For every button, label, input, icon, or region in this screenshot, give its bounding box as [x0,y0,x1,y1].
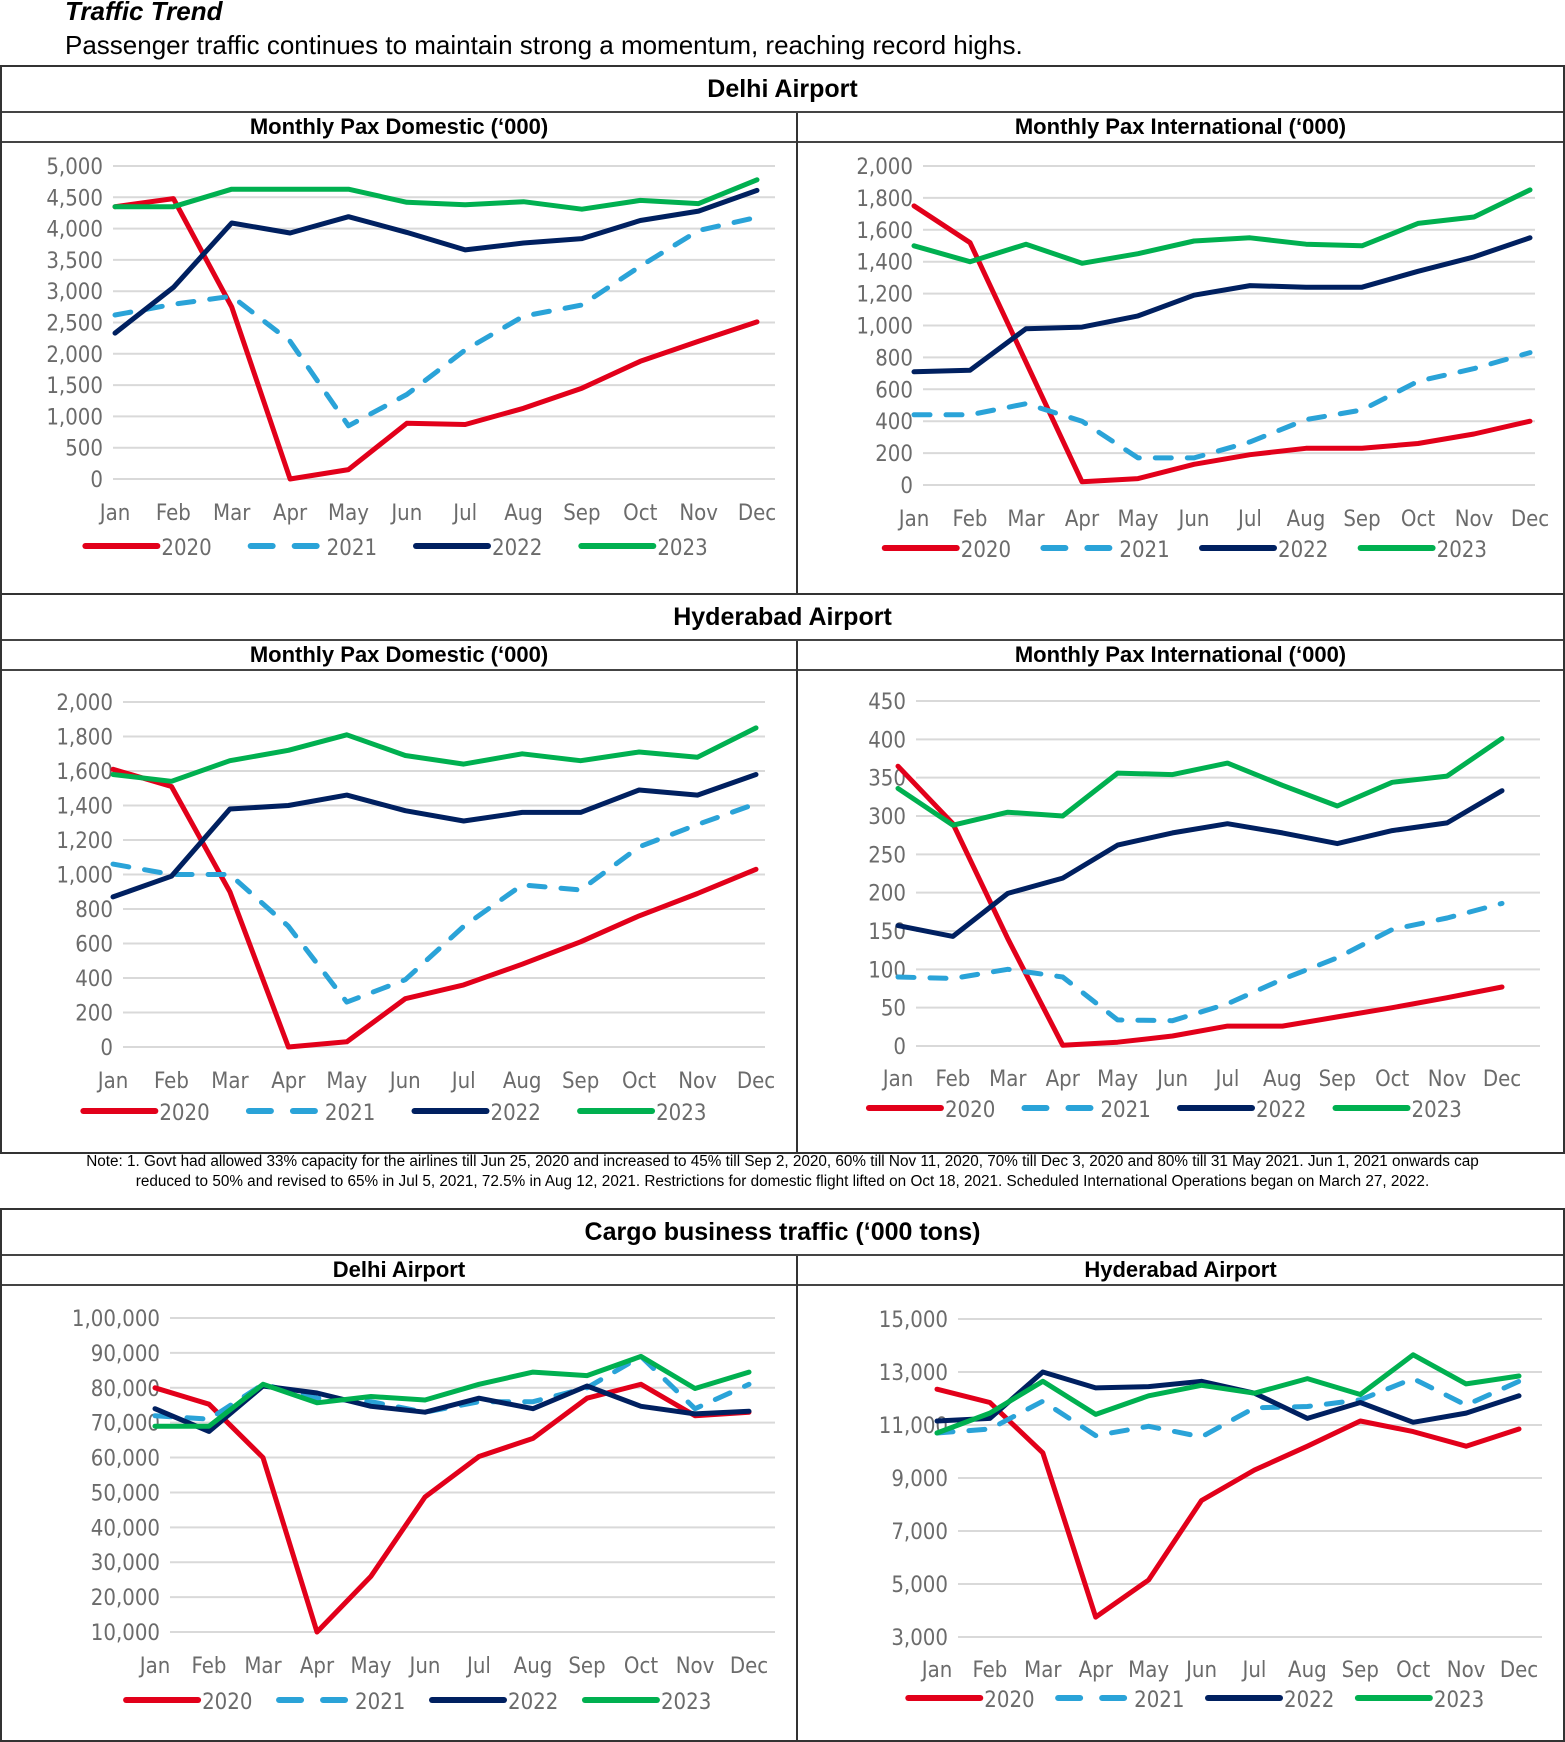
cargo-hyderabad-title: Hyderabad Airport [798,1256,1563,1286]
column-divider [796,113,798,595]
page-title: Traffic Trend [65,0,223,26]
footnote-line-2: reduced to 50% and revised to 65% in Jul… [135,1173,1430,1190]
delhi-international-title: Monthly Pax International (‘000) [798,113,1563,143]
cargo-delhi-title: Delhi Airport [2,1256,796,1286]
delhi-airport-header: Delhi Airport [2,67,1563,113]
passenger-traffic-box: Delhi Airport Monthly Pax Domestic (‘000… [0,65,1565,1154]
hyderabad-international-title: Monthly Pax International (‘000) [798,641,1563,671]
cargo-header: Cargo business traffic (‘000 tons) [2,1210,1563,1256]
page-subtitle: Passenger traffic continues to maintain … [65,30,1023,60]
footnote-line-1: Note: 1. Govt had allowed 33% capacity f… [86,1153,1479,1170]
cargo-traffic-box: Cargo business traffic (‘000 tons) Delhi… [0,1208,1565,1742]
delhi-domestic-title: Monthly Pax Domestic (‘000) [2,113,796,143]
column-divider [796,1256,798,1740]
hyderabad-domestic-title: Monthly Pax Domestic (‘000) [2,641,796,671]
section-divider [2,593,1563,595]
footnote: Note: 1. Govt had allowed 33% capacity f… [0,1152,1565,1192]
hyderabad-airport-header: Hyderabad Airport [2,595,1563,641]
column-divider [796,641,798,1152]
